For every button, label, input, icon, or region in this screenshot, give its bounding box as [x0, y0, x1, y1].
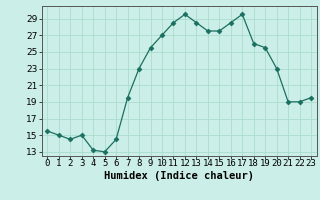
X-axis label: Humidex (Indice chaleur): Humidex (Indice chaleur)	[104, 171, 254, 181]
